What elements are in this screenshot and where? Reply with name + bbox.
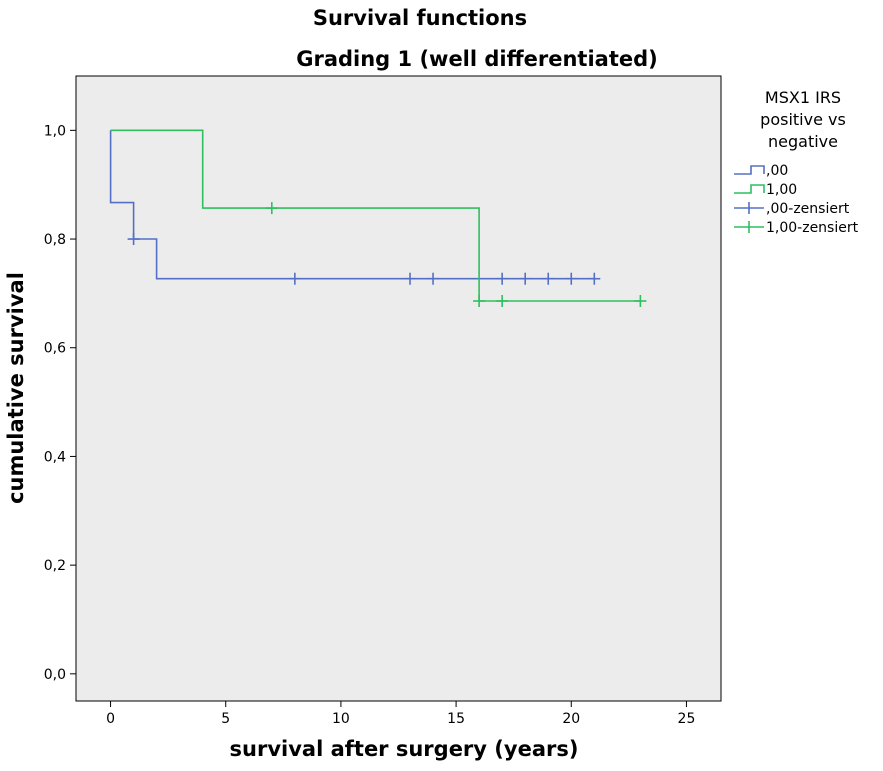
legend-entry-0: ,00 [734, 163, 788, 179]
legend-step-icon [734, 165, 765, 175]
legend-title-line-3: negative [768, 132, 838, 151]
series-layer [109, 129, 647, 307]
legend-entry-1: 1,00 [734, 182, 797, 198]
x-tick-label: 20 [562, 711, 580, 727]
y-tick-label: 0,0 [44, 667, 66, 683]
x-axis: 0 5 10 15 20 25 [106, 701, 695, 727]
y-axis-title: cumulative survival [4, 272, 28, 504]
legend-step-icon [734, 184, 765, 194]
x-tick-label: 0 [106, 711, 115, 727]
y-tick-label: 0,8 [44, 232, 66, 248]
y-tick-label: 0,4 [44, 449, 66, 465]
legend-label: ,00 [766, 163, 788, 179]
legend-title-line-1: MSX1 IRS [765, 88, 841, 107]
y-tick-label: 1,0 [44, 123, 66, 139]
x-tick-label: 15 [447, 711, 465, 727]
y-tick-label: 0,2 [44, 558, 66, 574]
x-tick-label: 5 [221, 711, 230, 727]
y-tick-label: 0,6 [44, 341, 66, 357]
legend-label: 1,00 [766, 182, 797, 198]
legend-censor-icon [734, 202, 764, 214]
x-tick-label: 10 [332, 711, 350, 727]
legend-censor-icon [734, 221, 764, 233]
chart-title-line-2: Grading 1 (well differentiated) [296, 47, 658, 71]
x-tick-label: 25 [678, 711, 696, 727]
censor-mark-1 [265, 202, 278, 215]
legend-entry-2: ,00-zensiert [734, 201, 850, 217]
legend-label: 1,00-zensiert [766, 220, 859, 236]
chart-title-line-1: Survival functions [313, 6, 527, 30]
censor-mark-0 [588, 272, 601, 285]
censor-mark-0 [496, 272, 509, 285]
x-axis-title: survival after surgery (years) [230, 737, 579, 761]
censor-mark-0 [565, 272, 578, 285]
censor-mark-0 [288, 272, 301, 285]
censor-mark-0 [519, 272, 532, 285]
y-axis: 0,0 0,2 0,4 0,6 0,8 1,0 [44, 123, 76, 683]
censor-mark-0 [404, 272, 417, 285]
legend-label: ,00-zensiert [766, 201, 850, 217]
censor-mark-1 [473, 295, 486, 307]
censor-mark-1 [634, 295, 647, 307]
censor-mark-0 [542, 272, 555, 285]
plot-area [75, 75, 722, 702]
legend: MSX1 IRS positive vs negative ,00 1,00 ,00… [734, 88, 859, 236]
censor-mark-1 [496, 295, 509, 307]
legend-entry-3: 1,00-zensiert [734, 220, 859, 236]
legend-title-line-2: positive vs [760, 110, 846, 129]
censor-mark-0 [427, 272, 440, 285]
censor-mark-0 [127, 233, 140, 246]
